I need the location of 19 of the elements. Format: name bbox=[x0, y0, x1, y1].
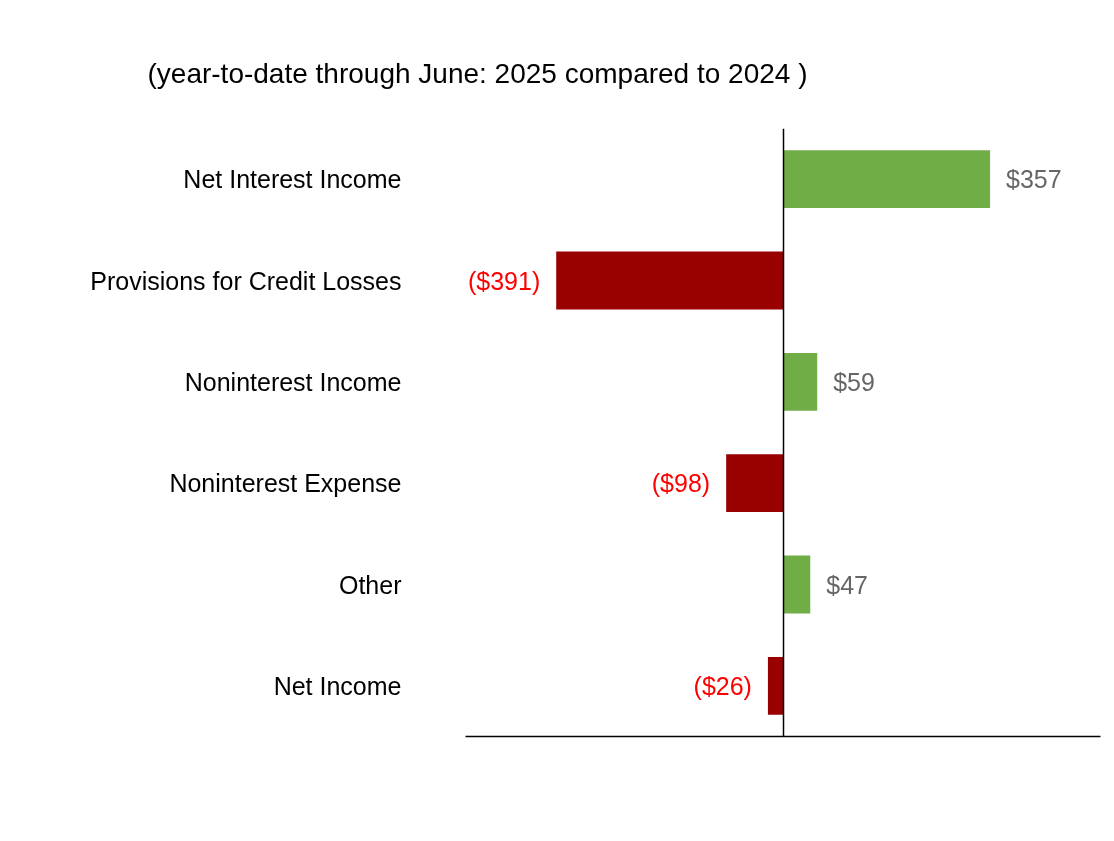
data-label: ($98) bbox=[651, 469, 711, 498]
y-tick-label: Provisions for Credit Losses bbox=[90, 266, 402, 295]
bar bbox=[726, 454, 783, 513]
y-tick-label: Noninterest Expense bbox=[169, 469, 402, 498]
y-tick-label: Other bbox=[338, 570, 402, 599]
data-label: $47 bbox=[826, 570, 868, 599]
y-tick-label: Net Interest Income bbox=[183, 165, 402, 194]
data-label: $357 bbox=[1006, 165, 1062, 194]
bar bbox=[783, 555, 811, 614]
data-label: ($26) bbox=[693, 671, 752, 700]
bar bbox=[556, 251, 783, 310]
bar bbox=[783, 352, 818, 411]
y-tick-label: Net Income bbox=[273, 671, 402, 700]
bar bbox=[767, 656, 783, 715]
bar bbox=[783, 150, 991, 209]
data-label: ($391) bbox=[467, 266, 541, 295]
chart-subtitle: (year-to-date through June: 2025 compared to 2024 ) bbox=[147, 57, 808, 89]
y-tick-label: Noninterest Income bbox=[184, 367, 402, 396]
data-label: $59 bbox=[833, 367, 875, 396]
